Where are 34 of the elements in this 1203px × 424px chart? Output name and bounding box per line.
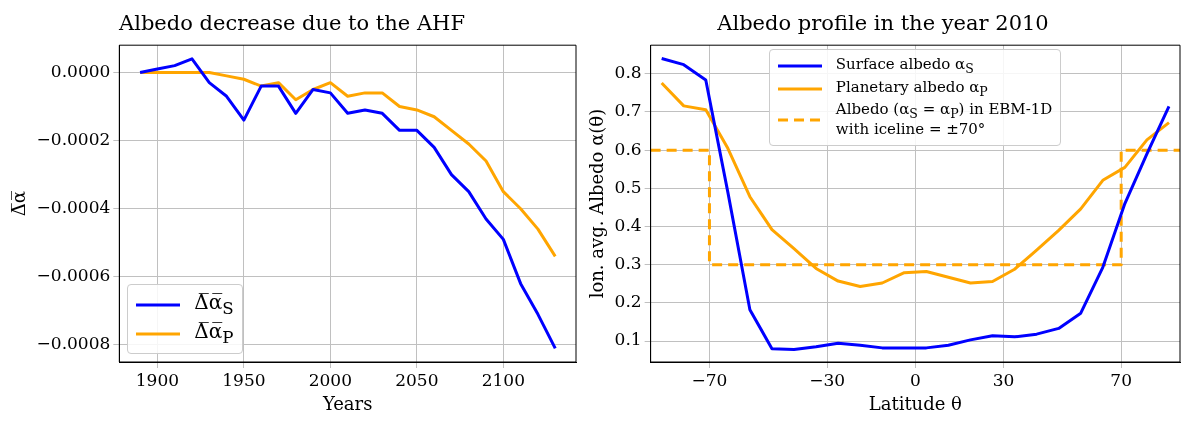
y-tick-label: 0.1: [614, 329, 642, 350]
legend-label: Surface albedo α$_{S}$: [835, 55, 974, 77]
chart-title: Albedo decrease due to the AHF: [118, 11, 465, 36]
legend-label: Planetary albedo α$_{P}$: [835, 77, 988, 99]
y-tick-label: −0.0008: [36, 333, 111, 354]
x-tick-label: 0: [909, 369, 921, 390]
x-tick-label: 2100: [481, 369, 525, 390]
x-tick-label: 70: [1110, 369, 1132, 390]
y-tick-label: −0.0006: [36, 265, 111, 286]
y-tick-label: 0.7: [614, 100, 642, 121]
y-axis-title: Δ̅α̅: [8, 191, 30, 217]
y-tick-label: 0.6: [614, 138, 642, 159]
x-tick-label: 1900: [135, 369, 180, 390]
x-tick-label: −30: [809, 369, 846, 390]
y-tick-label: 0.4: [614, 214, 642, 235]
y-tick-label: 0.2: [614, 291, 642, 312]
x-tick-label: 1950: [222, 369, 266, 390]
x-tick-label: −70: [691, 369, 728, 390]
y-tick-label: 0.3: [614, 253, 642, 274]
y-axis-title: lon. avg. Albedo α(θ): [586, 108, 608, 299]
x-tick-label: 30: [992, 369, 1015, 390]
y-tick-label: 0.0000: [50, 60, 111, 81]
y-tick-label: −0.0002: [36, 129, 111, 149]
x-axis-title: Latitude θ: [868, 392, 962, 414]
chart-title: Albedo profile in the year 2010: [716, 11, 1049, 36]
y-tick-label: −0.0004: [36, 197, 111, 218]
y-tick-label: 0.8: [614, 62, 642, 83]
y-tick-label: 0.5: [614, 176, 642, 197]
legend-label: Δ̅α̅$_{P}$: [194, 319, 234, 348]
legend-label: Albedo (α$_{S}$ = α$_{P}$) in EBM-1D with iceline = ±70°: [835, 99, 1053, 139]
x-tick-label: 2000: [308, 369, 352, 390]
x-axis-title: Years: [321, 392, 373, 414]
legend-label: Δ̅α̅$_{S}$: [194, 290, 234, 319]
x-tick-label: 2050: [395, 369, 439, 390]
